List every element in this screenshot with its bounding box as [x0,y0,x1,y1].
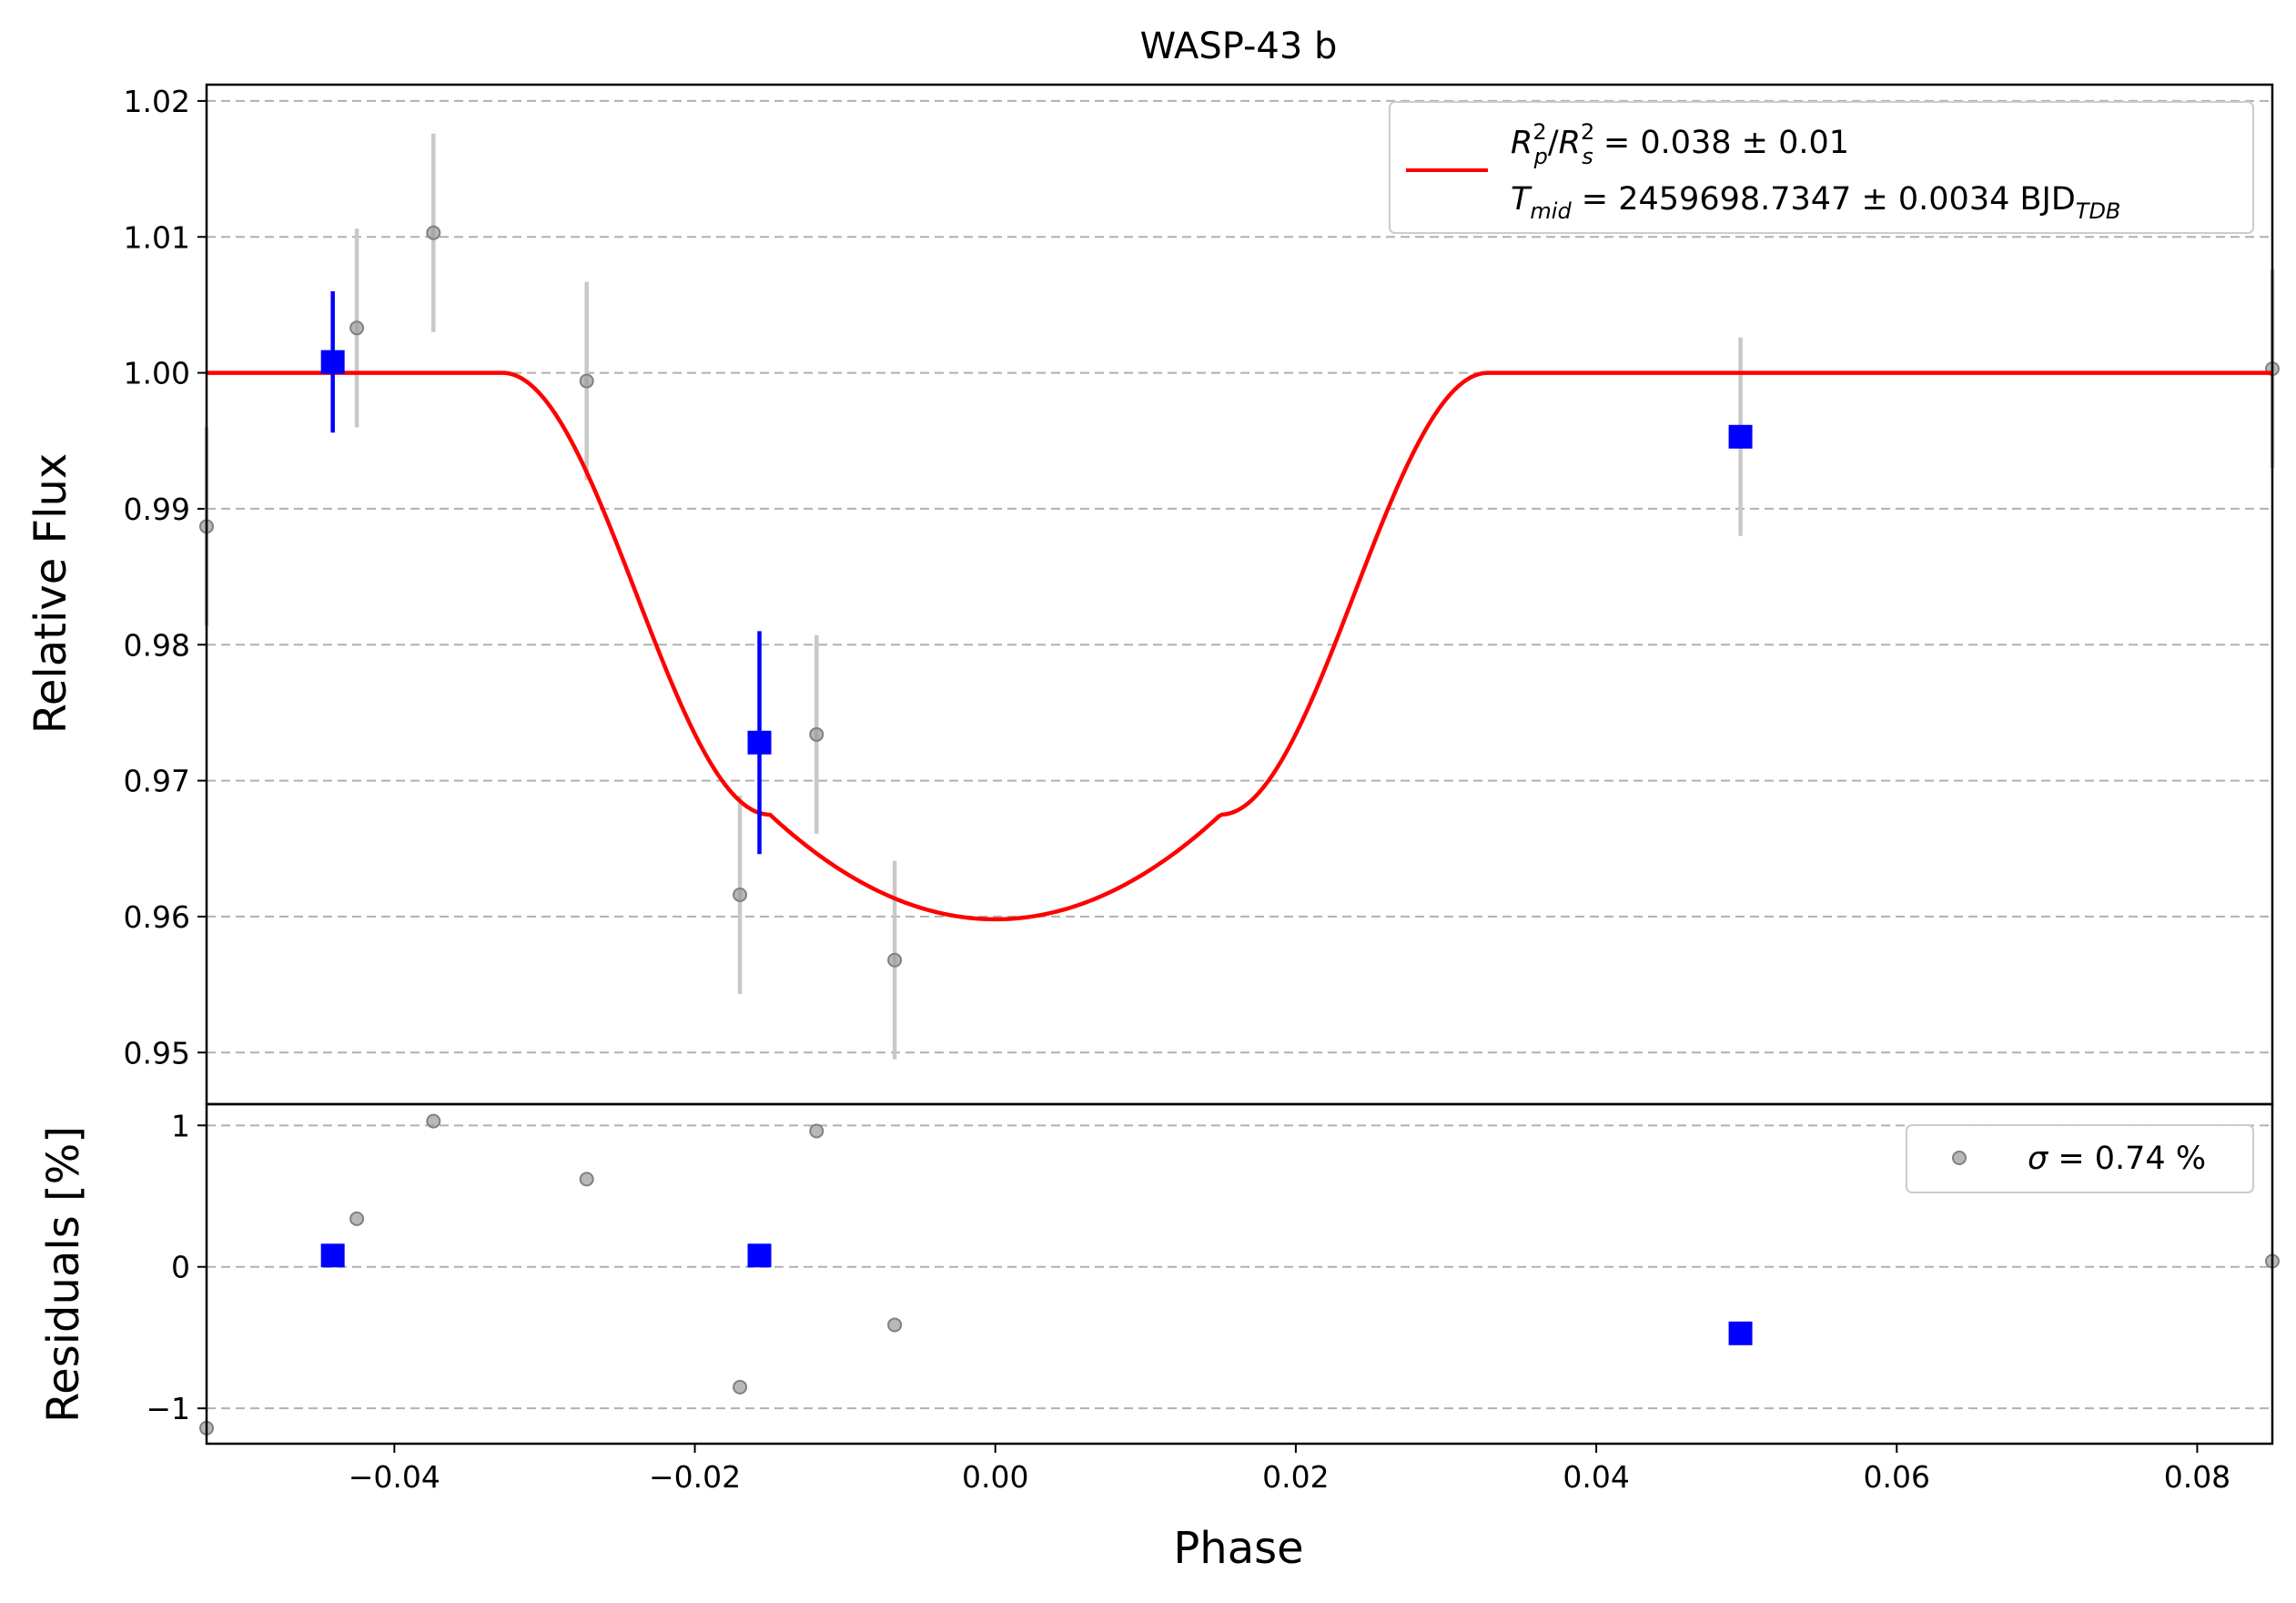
legend-radius-ratio-entry: R2 p/R2 s = 0.038 ± 0.01 [1511,119,1849,169]
residual-point [349,1211,365,1226]
main-y-tick-label: 0.98 [124,627,190,663]
binned-data-point [320,350,345,374]
residual-point [579,1172,594,1187]
residual-y-tick-label: 0 [171,1250,190,1285]
main-y-tick-label: 0.96 [124,899,190,935]
main-y-axis-label: Relative Flux [25,453,76,735]
legend-residual-scatter-entry: σ = 0.74 % [2028,1141,2206,1177]
residual-legend: σ = 0.74 % [1906,1124,2254,1193]
raw-data-point [733,888,748,903]
legend-residual-marker [1952,1151,1967,1165]
x-axis-label: Phase [1173,1523,1303,1574]
main-y-tick-label: 1.02 [124,84,190,119]
chart-title: WASP-43 b [1140,25,1338,67]
main-y-tick-label: 1.01 [124,219,190,255]
x-tick-label: −0.04 [349,1459,440,1495]
x-tick-label: 0.06 [1864,1459,1930,1495]
raw-data-point [426,225,441,240]
x-tick-label: −0.02 [649,1459,741,1495]
residual-point [426,1113,441,1129]
residual-legend-box [1906,1124,2254,1193]
raw-data-point [809,726,824,742]
residual-panel-data [199,1113,2280,1436]
binned-residual-point [1728,1321,1753,1345]
x-tick-label: 0.04 [1563,1459,1629,1495]
raw-data-point [887,952,903,968]
transit-model-curve [207,370,2272,922]
binned-data-point [747,730,772,755]
main-legend-box [1389,101,2254,234]
main-panel-data [199,133,2280,1060]
binned-data-point [1728,424,1753,449]
residual-panel-y-axis: −1 0 1 [146,1108,207,1426]
residual-point [733,1379,748,1395]
main-legend: R2 p/R2 s = 0.038 ± 0.01 Tmid = 2459698.73… [1389,101,2254,234]
residual-y-axis-label: Residuals [%] [38,1126,89,1423]
main-y-tick-label: 1.00 [124,356,190,391]
residual-y-tick-label: −1 [146,1391,190,1426]
x-tick-label: 0.08 [2164,1459,2230,1495]
x-tick-label: 0.00 [962,1459,1028,1495]
raw-data-point [349,320,365,336]
binned-residual-point [320,1243,345,1268]
residual-point [809,1123,824,1139]
residual-point [887,1317,903,1333]
legend-mid-transit-entry: Tmid = 2459698.7347 ± 0.0034 BJDTDB [1511,181,2120,224]
x-tick-label: 0.02 [1262,1459,1329,1495]
main-y-tick-label: 0.97 [124,764,190,799]
main-y-tick-label: 0.95 [124,1035,190,1070]
raw-data-point [579,373,594,389]
binned-residual-point [747,1243,772,1268]
residual-y-tick-label: 1 [171,1108,190,1143]
residual-panel-x-axis: −0.04 −0.02 0.00 0.02 0.04 0.06 0.08 [349,1444,2230,1495]
main-panel-y-axis: 0.95 0.96 0.97 0.98 0.99 1.00 1.01 1.02 [124,84,207,1070]
main-y-tick-label: 0.99 [124,492,190,527]
residual-panel-frame [205,1102,2274,1446]
